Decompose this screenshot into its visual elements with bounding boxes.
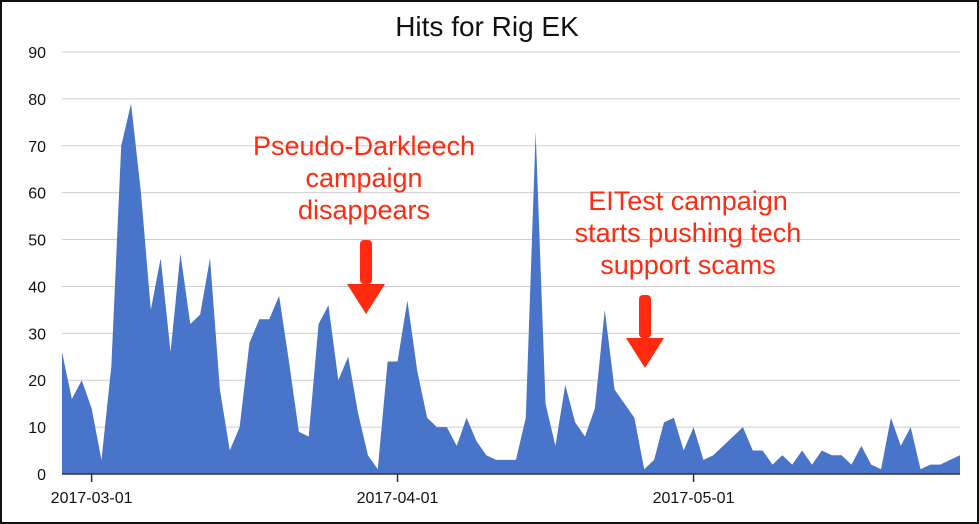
plot-area [62, 103, 960, 474]
y-tick-label: 10 [28, 420, 46, 437]
chart-title: Hits for Rig EK [395, 11, 579, 42]
hits-area [62, 103, 960, 474]
y-tick-label: 0 [37, 467, 46, 484]
annotation-text: support scams [600, 250, 776, 280]
down-arrow-icon [347, 284, 385, 314]
y-tick-label: 30 [28, 326, 46, 343]
y-tick-label: 60 [28, 186, 46, 203]
annotation-text: EITest campaign [588, 186, 788, 216]
annotation-text: starts pushing tech [575, 218, 802, 248]
down-arrow-icon [626, 338, 664, 368]
y-tick-label: 40 [28, 279, 46, 296]
annotation-text: Pseudo-Darkleech [253, 131, 475, 161]
x-tick-label: 2017-04-01 [357, 490, 439, 507]
x-axis: 2017-03-01 2017-04-01 2017-05-01 [51, 473, 960, 507]
annotation-text: disappears [298, 195, 430, 225]
annotation-arrow-shaft [360, 240, 372, 284]
y-tick-label: 90 [28, 45, 46, 62]
y-tick-label: 80 [28, 92, 46, 109]
y-tick-label: 70 [28, 139, 46, 156]
x-tick-label: 2017-05-01 [653, 490, 735, 507]
annotation-text: campaign [305, 163, 422, 193]
annotation-arrow-shaft [639, 295, 651, 338]
y-axis-ticks: 0 10 20 30 40 50 60 70 80 90 [28, 45, 46, 484]
x-tick-label: 2017-03-01 [51, 490, 133, 507]
y-tick-label: 20 [28, 373, 46, 390]
y-tick-label: 50 [28, 233, 46, 250]
